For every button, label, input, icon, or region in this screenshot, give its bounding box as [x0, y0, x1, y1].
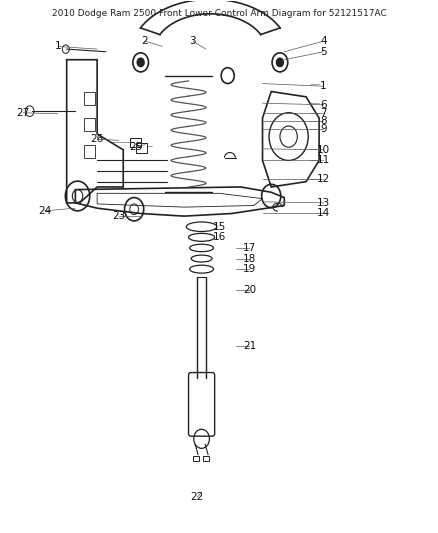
- Text: 18: 18: [243, 254, 256, 263]
- Circle shape: [137, 58, 144, 67]
- Text: 20: 20: [243, 285, 256, 295]
- Text: 17: 17: [243, 243, 256, 253]
- Text: 15: 15: [212, 222, 226, 232]
- Text: 19: 19: [243, 264, 256, 274]
- Text: 14: 14: [317, 208, 330, 219]
- Bar: [136, 143, 147, 152]
- Text: 7: 7: [320, 108, 327, 118]
- Text: 3: 3: [190, 36, 196, 46]
- Bar: [193, 456, 199, 461]
- Text: 25: 25: [130, 142, 143, 152]
- Text: 6: 6: [320, 100, 327, 110]
- Text: 21: 21: [243, 341, 256, 351]
- Text: 12: 12: [317, 174, 330, 184]
- Text: 1: 1: [320, 81, 327, 91]
- Text: 2010 Dodge Ram 2500 Front Lower Control Arm Diagram for 52121517AC: 2010 Dodge Ram 2500 Front Lower Control …: [52, 10, 386, 18]
- Text: 27: 27: [17, 108, 30, 118]
- Text: 11: 11: [317, 156, 330, 165]
- Circle shape: [276, 58, 283, 67]
- Text: 2: 2: [142, 36, 148, 46]
- Text: 22: 22: [191, 492, 204, 502]
- Text: 13: 13: [317, 198, 330, 208]
- Bar: [84, 92, 95, 105]
- Text: 1: 1: [55, 42, 61, 52]
- Bar: [84, 144, 95, 158]
- Text: 5: 5: [320, 47, 327, 56]
- Text: 4: 4: [320, 36, 327, 46]
- Text: 23: 23: [112, 211, 126, 221]
- Text: 8: 8: [320, 116, 327, 126]
- Text: 9: 9: [320, 124, 327, 134]
- Bar: [130, 138, 141, 147]
- Bar: [203, 456, 209, 461]
- Text: 24: 24: [38, 206, 52, 216]
- Text: 26: 26: [91, 134, 104, 144]
- Text: 10: 10: [317, 145, 330, 155]
- Text: 16: 16: [212, 232, 226, 243]
- Bar: [84, 118, 95, 131]
